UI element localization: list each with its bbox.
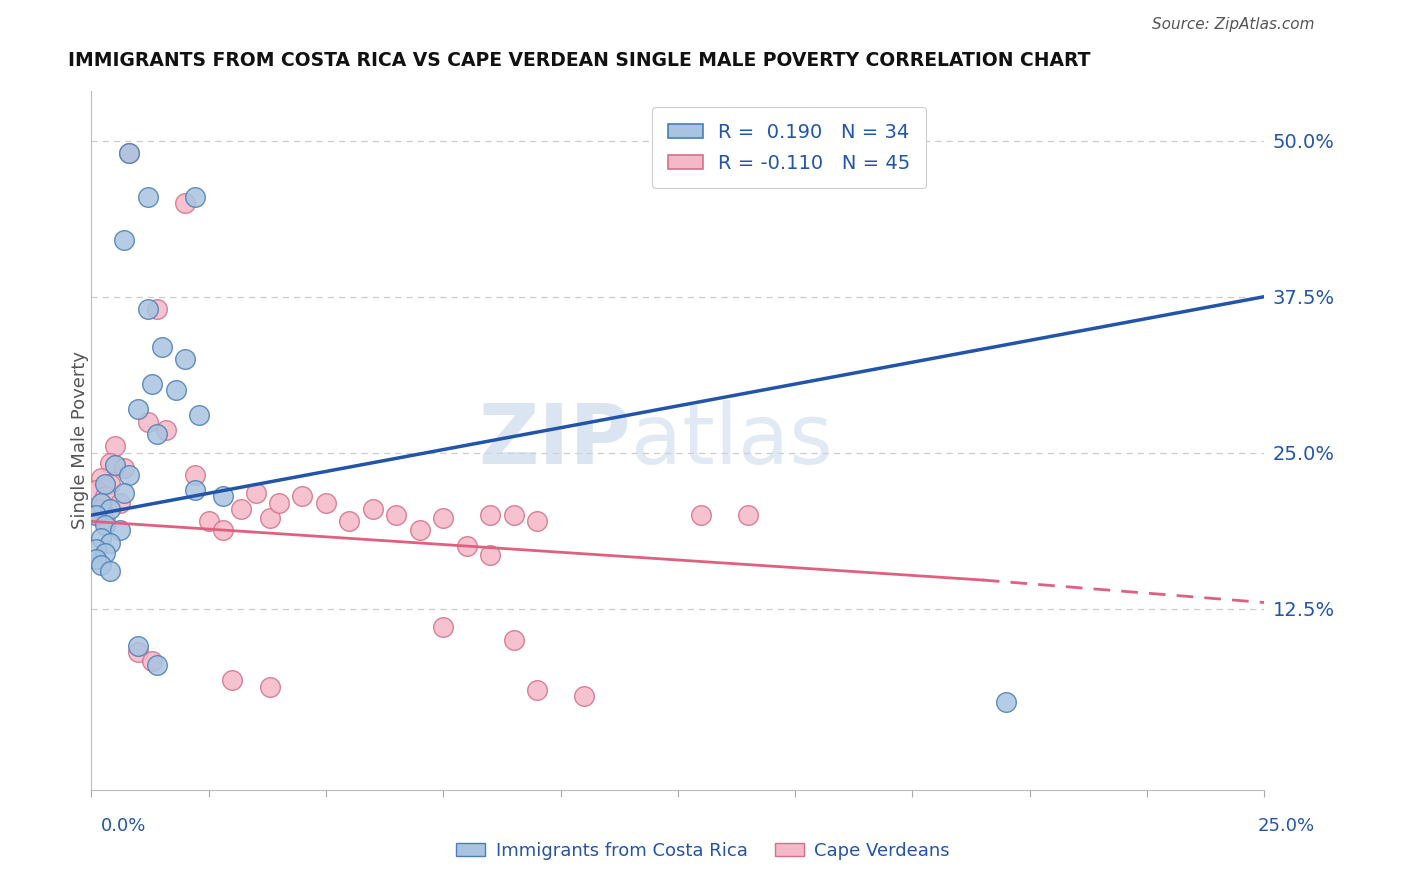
Point	[267, 496, 290, 510]
Point	[146, 427, 169, 442]
Point	[94, 477, 117, 491]
Point	[385, 508, 408, 523]
Point	[94, 514, 117, 528]
Point	[84, 508, 107, 523]
Point	[98, 502, 121, 516]
Point	[339, 514, 361, 528]
Point	[211, 490, 233, 504]
Point	[409, 523, 432, 537]
Point	[94, 490, 117, 504]
Point	[146, 657, 169, 672]
Point	[127, 639, 149, 653]
Point	[98, 535, 121, 549]
Point	[174, 196, 197, 211]
Point	[150, 340, 173, 354]
Point	[112, 234, 135, 248]
Point	[188, 409, 211, 423]
Point	[572, 689, 595, 703]
Point	[136, 415, 159, 429]
Point	[127, 645, 149, 659]
Point	[221, 673, 243, 687]
Point	[136, 190, 159, 204]
Text: Source: ZipAtlas.com: Source: ZipAtlas.com	[1152, 17, 1315, 31]
Point	[807, 171, 830, 186]
Point	[108, 496, 131, 510]
Point	[118, 146, 141, 161]
Text: IMMIGRANTS FROM COSTA RICA VS CAPE VERDEAN SINGLE MALE POVERTY CORRELATION CHART: IMMIGRANTS FROM COSTA RICA VS CAPE VERDE…	[67, 51, 1091, 70]
Point	[432, 510, 454, 524]
Text: 0.0%: 0.0%	[101, 817, 146, 835]
Point	[84, 551, 107, 566]
Point	[98, 564, 121, 578]
Point	[94, 518, 117, 533]
Point	[118, 146, 141, 161]
Point	[155, 423, 177, 437]
Legend: R =  0.190   N = 34, R = -0.110   N = 45: R = 0.190 N = 34, R = -0.110 N = 45	[652, 107, 927, 188]
Point	[737, 508, 759, 523]
Point	[174, 352, 197, 367]
Text: 25.0%: 25.0%	[1258, 817, 1315, 835]
Legend: Immigrants from Costa Rica, Cape Verdeans: Immigrants from Costa Rica, Cape Verdean…	[449, 835, 957, 867]
Point	[479, 548, 502, 562]
Point	[456, 539, 478, 553]
Point	[165, 384, 187, 398]
Point	[183, 468, 205, 483]
Point	[108, 523, 131, 537]
Point	[141, 654, 163, 668]
Point	[98, 456, 121, 470]
Point	[118, 468, 141, 483]
Point	[104, 458, 127, 473]
Point	[197, 514, 219, 528]
Point	[90, 496, 112, 510]
Point	[432, 620, 454, 634]
Point	[211, 523, 233, 537]
Point	[94, 545, 117, 559]
Point	[245, 485, 267, 500]
Text: atlas: atlas	[631, 400, 832, 481]
Point	[315, 496, 337, 510]
Point	[526, 682, 548, 697]
Point	[146, 302, 169, 317]
Point	[104, 440, 127, 454]
Point	[98, 477, 121, 491]
Point	[502, 632, 524, 647]
Point	[127, 402, 149, 417]
Point	[291, 490, 314, 504]
Point	[90, 502, 112, 516]
Point	[141, 377, 163, 392]
Point	[84, 508, 107, 523]
Point	[90, 531, 112, 545]
Point	[690, 508, 713, 523]
Point	[361, 502, 384, 516]
Point	[502, 508, 524, 523]
Point	[84, 483, 107, 498]
Y-axis label: Single Male Poverty: Single Male Poverty	[72, 351, 89, 529]
Point	[259, 681, 281, 695]
Point	[90, 558, 112, 572]
Text: ZIP: ZIP	[478, 400, 631, 481]
Point	[259, 510, 281, 524]
Point	[231, 502, 253, 516]
Point	[112, 485, 135, 500]
Point	[479, 508, 502, 523]
Point	[112, 460, 135, 475]
Point	[183, 483, 205, 498]
Point	[526, 514, 548, 528]
Point	[90, 471, 112, 485]
Point	[84, 541, 107, 556]
Point	[136, 302, 159, 317]
Point	[995, 695, 1018, 709]
Point	[183, 190, 205, 204]
